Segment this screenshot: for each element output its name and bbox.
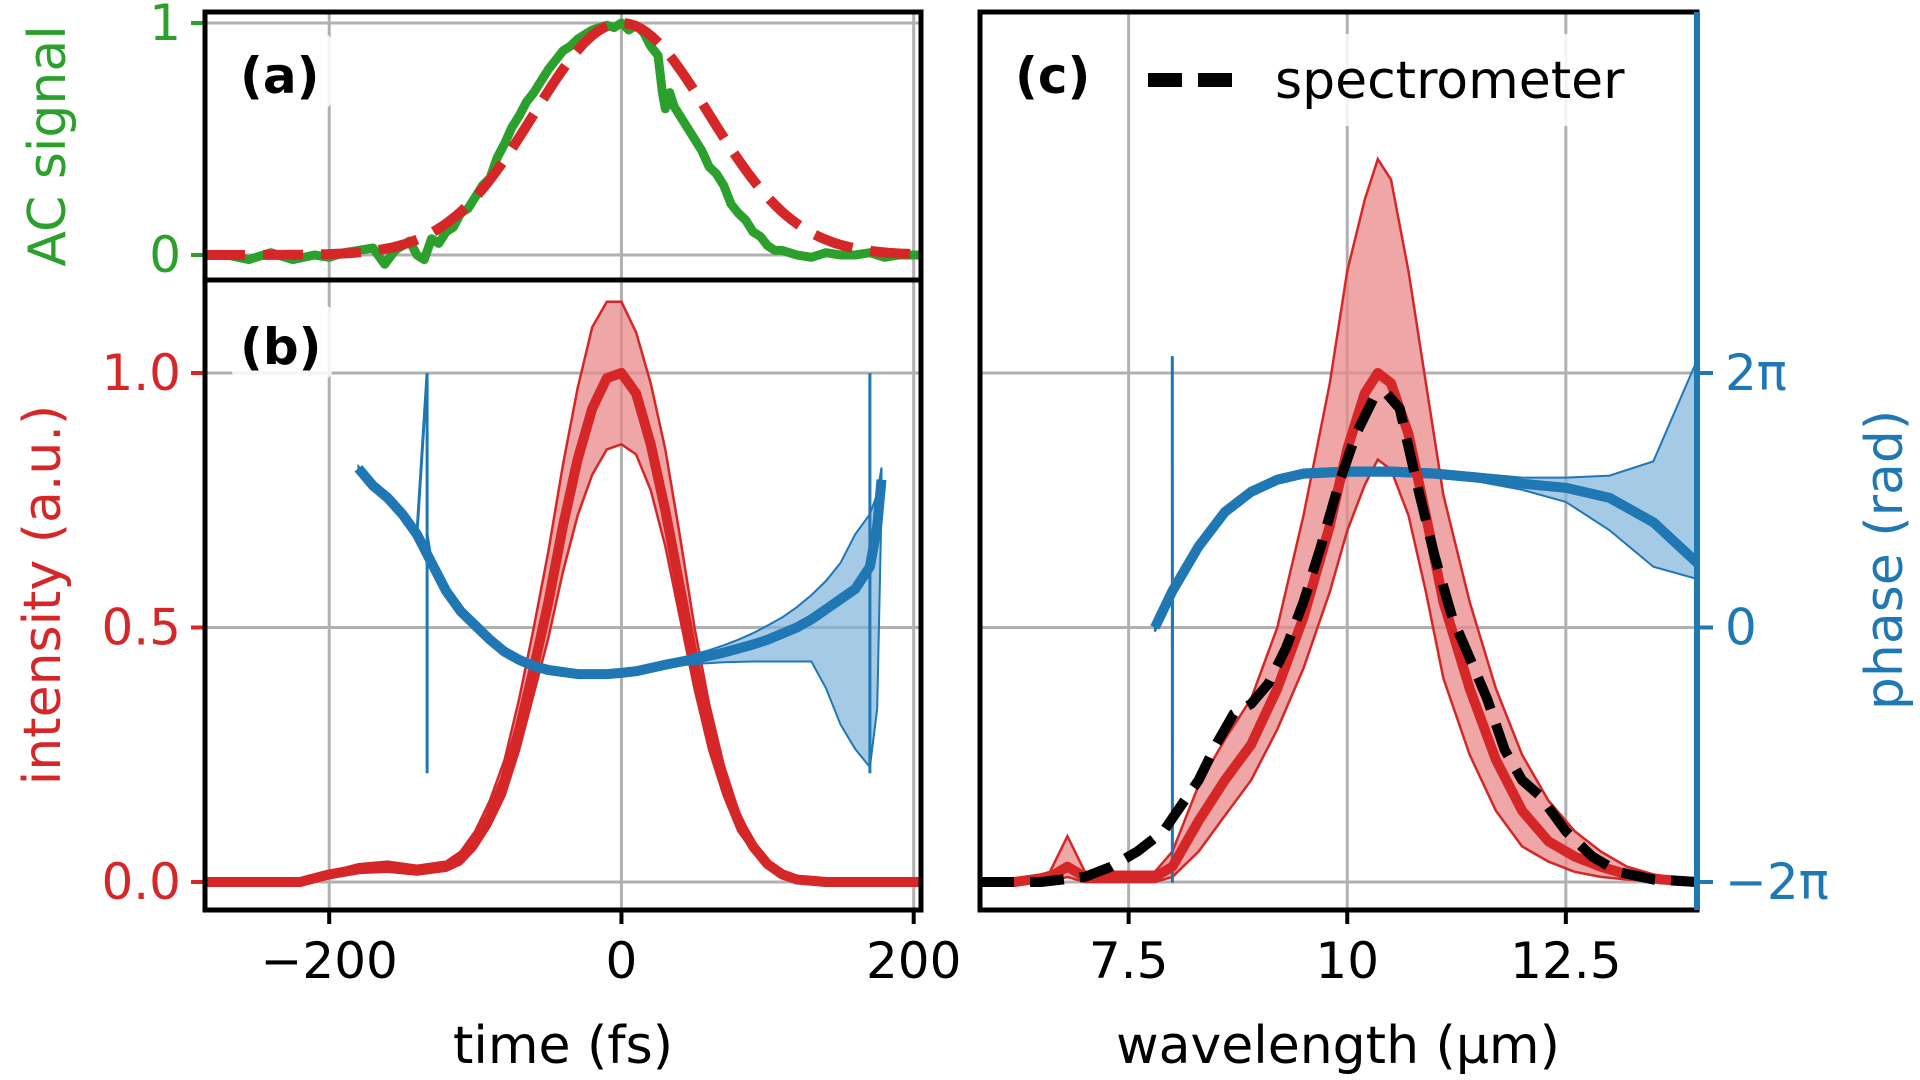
intensity-axis-label: intensity (a.u.)	[13, 405, 73, 785]
intensity-line	[205, 368, 921, 887]
spectrum-line	[980, 368, 1697, 887]
panel-b-frame	[202, 277, 924, 913]
time-xtick-label-0: 0	[606, 932, 638, 990]
panel-a: 01 (a) AC signal	[18, 0, 924, 284]
phase-ytick-label-1: 0	[1725, 599, 1757, 657]
wavelength-axis-label: wavelength (μm)	[1116, 1016, 1560, 1076]
phase-ytick-label-0: −2π	[1725, 853, 1829, 911]
yticks-b: 0.0 0.5 1.0	[101, 280, 208, 911]
panel-b: 0.00.51.0 −200 0 200 (b) intensity (a.u.) …	[13, 277, 961, 1076]
spectral-phase-line	[1150, 466, 1697, 630]
intensity-ytick-label-0.5: 0.5	[101, 599, 181, 657]
spectrometer-line	[980, 387, 1697, 887]
ac-ytick-label-0: 0	[149, 226, 181, 284]
panel-c-label-bg	[1007, 34, 1107, 108]
time-xtick-label--200: −200	[261, 932, 398, 990]
ac-ytick-label-1: 1	[149, 0, 181, 52]
xticks-c: 7.5 10 12.5	[1089, 910, 1622, 990]
ac-fit-line	[205, 17, 920, 260]
panel-a-label-bg	[232, 34, 332, 108]
wavelength-xtick-label-12.5: 12.5	[1510, 932, 1621, 990]
phase-ticks: −2π 0 2π	[1697, 344, 1829, 911]
panel-c-label: (c)	[1015, 47, 1090, 105]
panel-b-label-bg	[232, 305, 332, 379]
yticks-a: 01	[149, 0, 208, 284]
panel-a-label: (a)	[240, 47, 319, 105]
series-c	[980, 156, 1697, 887]
spectrum-uncertainty-band	[980, 156, 1697, 884]
phase-axis-label: phase (rad)	[1855, 410, 1915, 710]
intensity-ytick-label-0: 0.0	[101, 853, 181, 911]
phase-ytick-label-2: 2π	[1725, 344, 1787, 402]
time-axis-label: time (fs)	[453, 1016, 673, 1076]
temporal-phase-line	[354, 465, 887, 680]
ac-signal-axis-label: AC signal	[18, 25, 78, 266]
xticks-b: −200 0 200	[261, 910, 961, 990]
wavelength-xtick-label-7.5: 7.5	[1089, 932, 1169, 990]
series-a	[205, 17, 921, 269]
intensity-ytick-label-1: 1.0	[101, 344, 181, 402]
wavelength-xtick-label-10: 10	[1315, 932, 1379, 990]
panel-c: 7.5 10 12.5 −2π 0 2π (c) spectrometer wavele…	[977, 9, 1915, 1076]
time-xtick-label-200: 200	[866, 932, 961, 990]
legend-bg	[1132, 34, 1682, 126]
series-b	[205, 300, 921, 887]
panel-b-label: (b)	[240, 318, 322, 376]
legend-spectrometer: spectrometer	[1275, 51, 1625, 111]
